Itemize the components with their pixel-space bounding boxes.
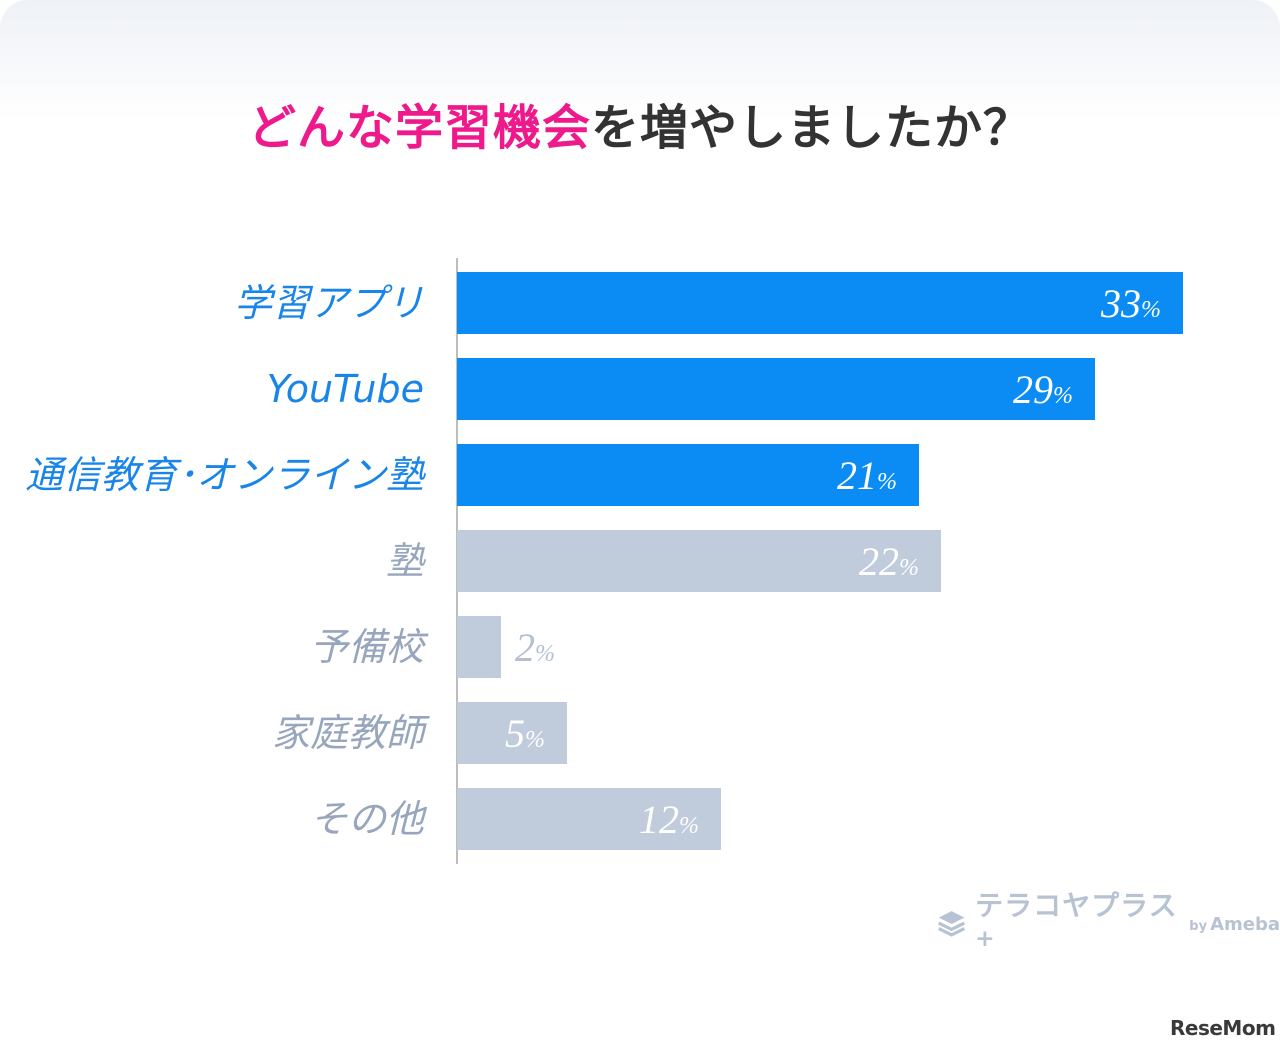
brand-logo: テラコヤプラス+ by Ameba: [936, 889, 1280, 952]
value-label: 21%: [837, 453, 897, 498]
brand-by: by Ameba: [1189, 913, 1280, 935]
category-label: その他: [310, 797, 428, 841]
layers-icon: [938, 911, 966, 937]
value-label: 33%: [1100, 281, 1161, 326]
category-label: 通信教育･オンライン塾: [25, 453, 427, 497]
value-label: 5%: [505, 711, 545, 756]
bar: [457, 788, 721, 850]
category-label: 塾: [386, 539, 427, 583]
value-label: 22%: [859, 539, 919, 584]
title-rest: を増やしましたか？: [591, 100, 1033, 156]
value-label: 29%: [1013, 367, 1073, 412]
category-label: 家庭教師: [272, 711, 430, 755]
category-label: 予備校: [310, 625, 429, 669]
resemom-credit: ReseMom: [1170, 1016, 1276, 1040]
category-label: YouTube: [267, 367, 424, 411]
bar: [457, 702, 567, 764]
brand-name: テラコヤプラス+: [975, 889, 1178, 953]
bar: [457, 530, 941, 592]
title-highlight: どんな学習機会: [247, 100, 591, 156]
value-label: 2%: [515, 625, 555, 670]
bar: [457, 444, 919, 506]
bar: [457, 616, 501, 678]
category-label: 学習アプリ: [234, 281, 424, 325]
bar: [457, 358, 1095, 420]
chart-title: どんな学習機会を増やしましたか？: [0, 88, 1280, 158]
value-label: 12%: [639, 797, 699, 842]
bar: [457, 272, 1183, 334]
